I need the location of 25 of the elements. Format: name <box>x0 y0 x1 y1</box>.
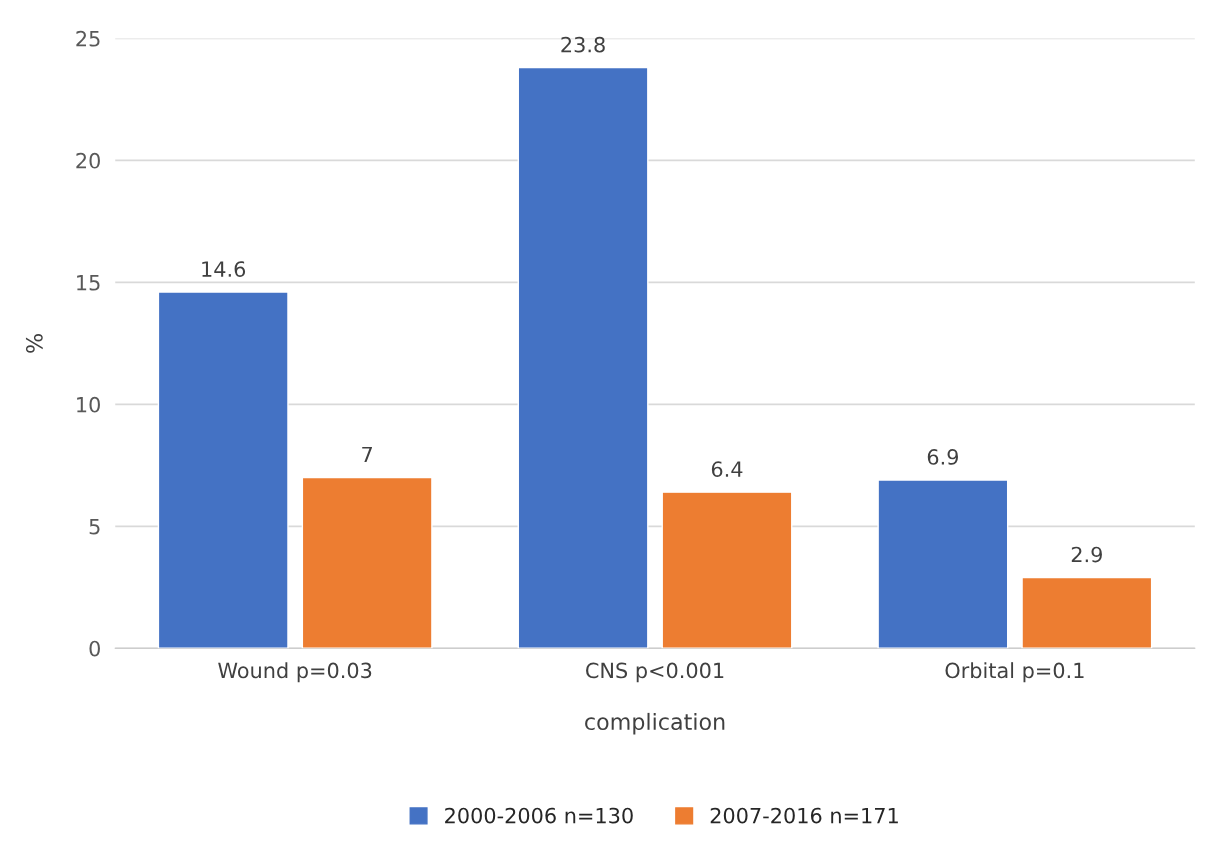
y-tick-label: 20 <box>76 152 100 169</box>
data-label: 6.9 <box>927 449 959 465</box>
y-tick-label: 15 <box>77 275 100 291</box>
x-tick-label: Orbital p=0.1 <box>945 662 1084 683</box>
data-label: 7 <box>362 446 372 463</box>
data-label: 23.8 <box>561 36 605 53</box>
legend-label: 2000-2006 n=130 <box>445 807 633 824</box>
bar <box>301 476 433 649</box>
y-axis-title: % <box>25 334 43 353</box>
x-tick-label: Wound p=0.03 <box>218 662 372 683</box>
bar <box>877 479 1009 649</box>
data-label: 14.6 <box>202 261 246 277</box>
legend-label: 2007-2016 n=171 <box>710 807 898 824</box>
bar <box>157 291 289 649</box>
bar <box>517 66 649 649</box>
data-label: 2.9 <box>1071 546 1102 563</box>
y-tick-label: 10 <box>77 396 100 413</box>
x-axis-title: complication <box>585 712 725 735</box>
bar <box>1021 576 1153 649</box>
x-tick-label: CNS p<0.001 <box>586 662 724 683</box>
y-tick-label: 0 <box>89 640 100 657</box>
bar <box>661 491 793 649</box>
data-label: 6.4 <box>711 461 743 477</box>
y-tick-label: 5 <box>89 519 100 535</box>
y-tick-label: 25 <box>76 30 100 47</box>
